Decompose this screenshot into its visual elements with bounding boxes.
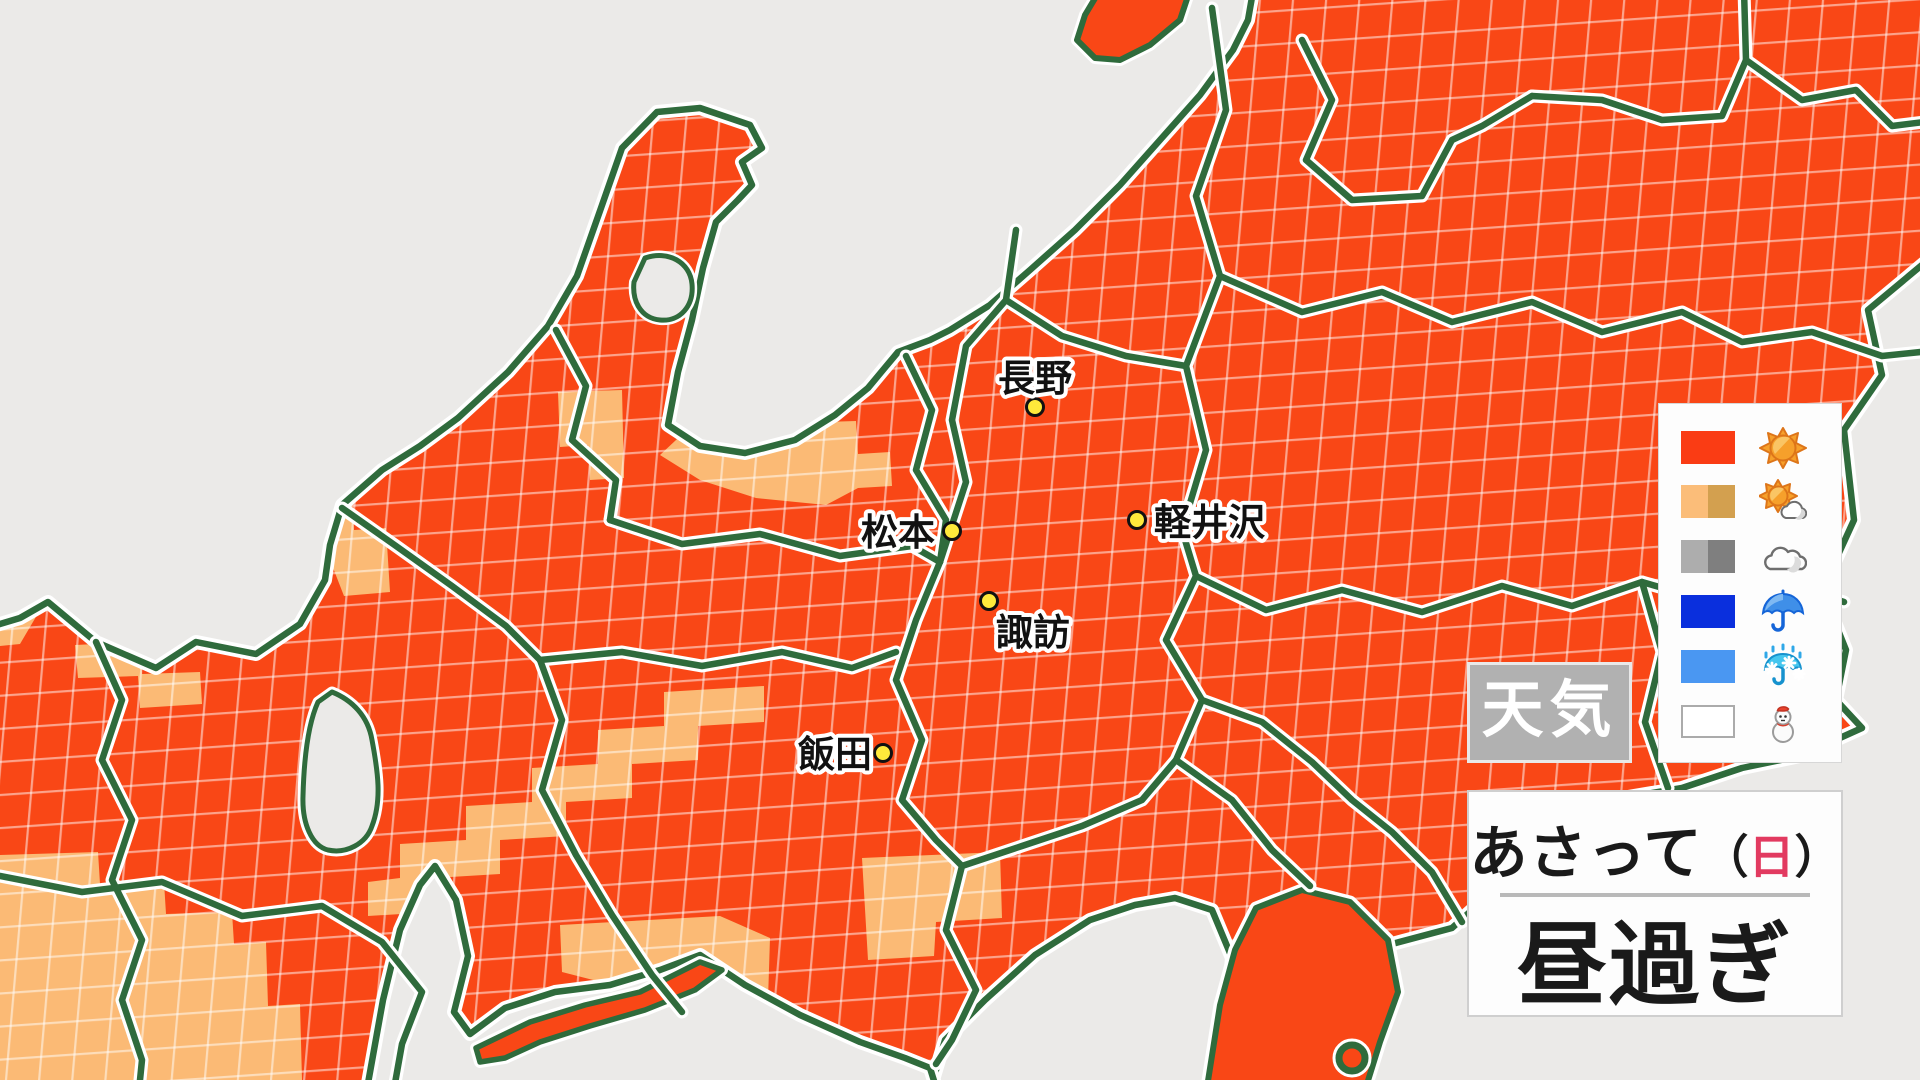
north-coast-strip: [1071, 0, 1193, 66]
city-dot-iida: [873, 743, 893, 763]
legend-row-cloudy: [1659, 540, 1841, 573]
city-label-matsumoto: 松本: [861, 512, 935, 553]
city-label-karuizawa: 軽井沢: [1154, 502, 1266, 543]
city-dot-matsumoto: [942, 521, 962, 541]
cloudy-color-swatch: [1681, 540, 1735, 573]
weather-tag: 天気: [1467, 662, 1632, 763]
snow-color-swatch: [1681, 705, 1735, 738]
cloud-icon: [1764, 546, 1807, 573]
city-label-iida: 飯田: [798, 734, 872, 775]
snowman-icon: [1772, 706, 1794, 743]
forecast-time-label: 昼過ぎ: [1517, 916, 1793, 1016]
sleet-color-swatch: [1681, 650, 1735, 683]
weather-legend: [1658, 403, 1842, 763]
city-label-nagano: 長野: [998, 358, 1072, 399]
city-dot-nagano: [1025, 397, 1045, 417]
city-labels: 長野 松本 軽井沢 諏訪 飯田: [794, 354, 1270, 779]
paren-open: （: [1702, 831, 1749, 883]
city-label-suwa: 諏訪: [996, 612, 1070, 653]
legend-row-partly-cloudy: [1659, 479, 1841, 520]
city-dot-karuizawa: [1127, 510, 1147, 530]
paren-close: ）: [1794, 831, 1841, 883]
legend-row-sleet: [1659, 643, 1841, 686]
weather-tag-label: 天気: [1481, 675, 1618, 745]
legend-row-rain: [1659, 589, 1841, 632]
forecast-day-label: あさって: [1469, 821, 1703, 886]
forecast-day-line: あさって（日）: [1469, 806, 1841, 890]
legend-row-snow: [1659, 705, 1841, 743]
izu-oshima-island: [1335, 1041, 1369, 1075]
umbrella-snow-icon: [1763, 643, 1806, 686]
lake-biwa: [297, 686, 384, 857]
sun-icon: [1759, 427, 1807, 469]
forecast-divider: [1500, 893, 1810, 897]
sun-cloud-icon: [1759, 479, 1807, 520]
umbrella-icon: [1761, 589, 1805, 632]
weekday-sun: 日: [1748, 831, 1795, 883]
rain-color-swatch: [1681, 595, 1735, 628]
izu-peninsula: [1201, 883, 1405, 1080]
sunny-color-swatch: [1681, 431, 1735, 464]
partly-cloudy-color-swatch: [1681, 485, 1735, 518]
city-dot-suwa: [979, 591, 999, 611]
city-markers: [873, 397, 1147, 763]
nanao-bay: [628, 250, 698, 326]
legend-row-sunny: [1659, 427, 1841, 469]
forecast-time-box: あさって（日） 昼過ぎ: [1467, 790, 1843, 1017]
